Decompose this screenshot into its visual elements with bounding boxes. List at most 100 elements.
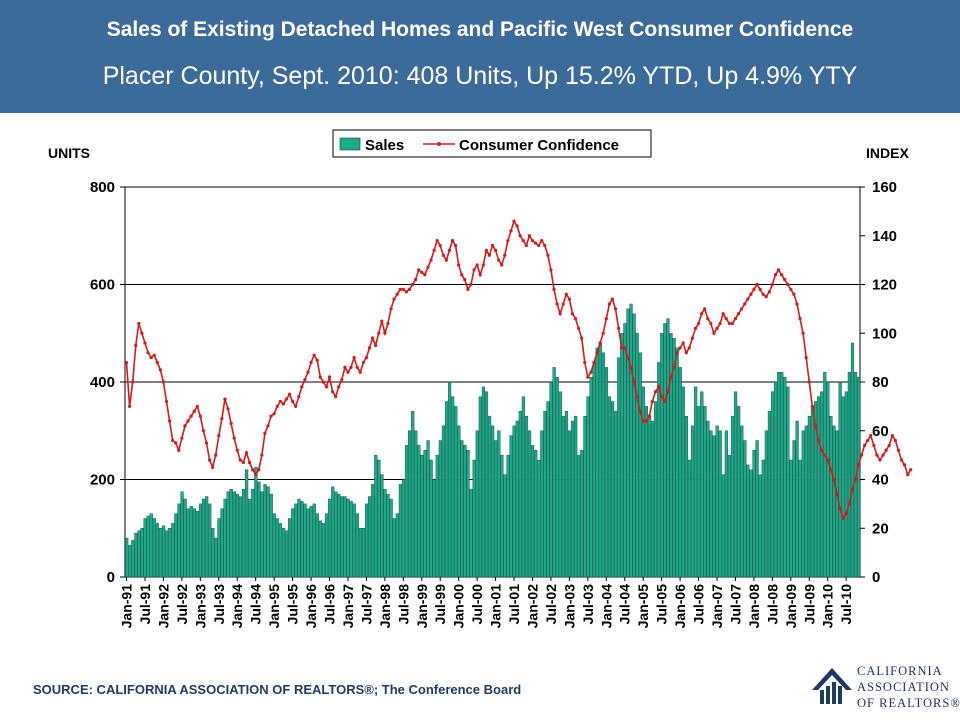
sales-bar xyxy=(512,425,516,578)
consumer-confidence-point xyxy=(675,351,679,355)
consumer-confidence-point xyxy=(367,346,372,350)
sales-bar xyxy=(232,491,236,578)
consumer-confidence-point xyxy=(669,375,673,379)
consumer-confidence-point xyxy=(349,365,353,369)
sales-bar xyxy=(694,386,698,578)
consumer-confidence-point xyxy=(269,414,273,418)
consumer-confidence-point xyxy=(537,243,541,248)
consumer-confidence-point xyxy=(872,443,876,447)
sales-bar xyxy=(294,503,298,578)
consumer-confidence-point xyxy=(226,407,230,411)
consumer-confidence-point xyxy=(869,434,873,438)
consumer-confidence-point xyxy=(167,419,172,423)
consumer-confidence-point xyxy=(272,412,276,416)
sales-bar xyxy=(408,430,412,578)
consumer-confidence-point xyxy=(678,346,682,350)
sales-bar xyxy=(706,420,710,578)
consumer-confidence-point xyxy=(527,234,532,238)
consumer-confidence-point xyxy=(177,448,181,452)
consumer-confidence-point xyxy=(164,399,169,404)
sales-bar xyxy=(786,386,790,578)
sales-bar xyxy=(444,401,449,578)
right-tick-label: 80 xyxy=(872,374,889,391)
sales-bar xyxy=(823,372,827,578)
consumer-confidence-point xyxy=(832,477,836,482)
consumer-confidence-point xyxy=(752,287,756,291)
consumer-confidence-point xyxy=(457,263,461,267)
sales-bar xyxy=(804,425,808,578)
sales-bar xyxy=(666,318,670,578)
consumer-confidence-point xyxy=(653,390,658,394)
consumer-confidence-point xyxy=(493,248,498,252)
consumer-confidence-point xyxy=(466,287,470,291)
x-tick-label: Jul-00 xyxy=(469,584,485,625)
sales-bar xyxy=(343,496,347,578)
consumer-confidence-point xyxy=(300,385,304,389)
consumer-confidence-point xyxy=(503,253,507,257)
x-tick-label: Jul-99 xyxy=(432,584,448,625)
consumer-confidence-point xyxy=(281,402,285,406)
sales-bar xyxy=(817,396,821,578)
sales-bar xyxy=(650,420,655,578)
consumer-confidence-point xyxy=(472,268,476,272)
consumer-confidence-point xyxy=(684,351,688,355)
consumer-confidence-point xyxy=(146,351,150,355)
consumer-confidence-point xyxy=(610,297,615,301)
sales-bar xyxy=(700,391,704,578)
sales-bar xyxy=(740,425,744,578)
sales-bar xyxy=(515,420,519,578)
consumer-confidence-point xyxy=(214,453,218,457)
sales-bar xyxy=(140,528,144,578)
consumer-confidence-point xyxy=(247,460,252,465)
consumer-confidence-point xyxy=(291,399,295,404)
consumer-confidence-point xyxy=(490,243,495,248)
sales-bar xyxy=(577,454,581,578)
consumer-confidence-point xyxy=(447,248,452,252)
consumer-confidence-point xyxy=(795,302,799,306)
right-tick-label: 60 xyxy=(872,423,889,440)
sales-bar xyxy=(297,498,301,578)
consumer-confidence-point xyxy=(767,290,771,294)
sales-bar xyxy=(478,396,482,578)
sales-bar xyxy=(337,493,341,578)
sales-bar xyxy=(131,540,135,578)
consumer-confidence-point xyxy=(555,302,559,306)
consumer-confidence-point xyxy=(558,312,562,316)
consumer-confidence-point xyxy=(251,468,255,472)
consumer-confidence-point xyxy=(217,434,221,438)
sales-bar xyxy=(165,530,169,578)
consumer-confidence-point xyxy=(909,468,913,472)
x-tick-label: Jul-08 xyxy=(764,584,780,625)
sales-bar xyxy=(352,503,356,578)
consumer-confidence-point xyxy=(254,473,258,477)
consumer-confidence-point xyxy=(746,297,750,301)
consumer-confidence-point xyxy=(533,241,538,245)
sales-bar xyxy=(540,430,544,578)
sales-bar xyxy=(281,528,286,578)
sales-bar xyxy=(448,381,452,578)
consumer-confidence-point xyxy=(592,360,596,365)
sales-bar xyxy=(481,386,486,578)
sales-bar xyxy=(435,454,439,578)
consumer-confidence-point xyxy=(896,448,901,452)
sales-bar xyxy=(463,445,467,578)
consumer-confidence-point xyxy=(401,287,405,291)
x-tick-label: Jul-09 xyxy=(801,584,817,625)
sales-bar xyxy=(263,484,267,578)
sales-bar xyxy=(395,513,399,578)
logo-line-3: OF REALTORS® xyxy=(857,696,960,710)
sales-bar xyxy=(257,481,261,578)
consumer-confidence-point xyxy=(435,239,439,243)
consumer-confidence-point xyxy=(856,463,861,467)
consumer-confidence-point xyxy=(570,312,575,316)
consumer-confidence-point xyxy=(410,282,415,287)
consumer-confidence-point xyxy=(758,287,762,291)
sales-bar xyxy=(211,528,215,578)
consumer-confidence-point xyxy=(586,375,590,379)
sales-bar xyxy=(792,440,796,578)
sales-bar xyxy=(334,491,338,578)
sales-bar xyxy=(186,508,190,578)
consumer-confidence-point xyxy=(641,419,645,423)
sales-bar xyxy=(392,518,396,578)
consumer-confidence-point xyxy=(807,380,811,384)
